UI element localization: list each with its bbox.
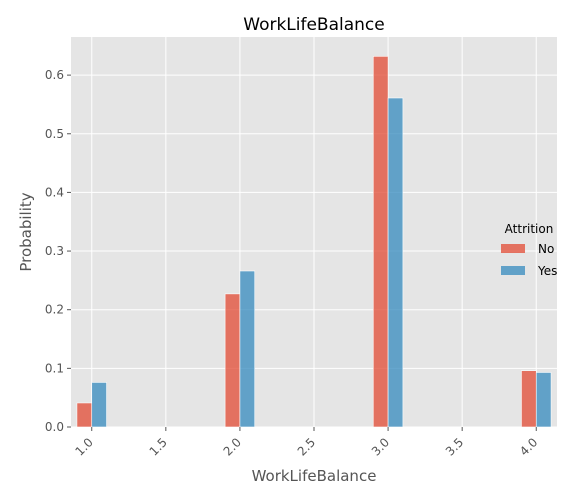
y-tick-label: 0.0 [45, 420, 64, 434]
bar-yes-3 [387, 97, 404, 428]
legend-label-no: No [538, 242, 554, 256]
bar-yes-2 [239, 270, 256, 428]
legend: Attrition No Yes [501, 222, 557, 278]
bar-yes-1 [91, 382, 107, 428]
legend-swatch-yes [501, 266, 525, 275]
y-tick-label: 0.6 [45, 68, 64, 82]
x-axis-label: WorkLifeBalance [252, 467, 377, 485]
y-tick-label: 0.1 [45, 361, 64, 375]
bar-no-4 [521, 370, 537, 428]
y-axis-label: Probability [17, 192, 35, 271]
y-axis-ticks: 0.0 0.1 0.2 0.3 0.4 0.5 0.6 [45, 68, 71, 434]
bars [76, 56, 552, 428]
y-tick-label: 0.2 [45, 303, 64, 317]
legend-title: Attrition [505, 222, 554, 236]
y-tick-label: 0.3 [45, 244, 64, 258]
bar-yes-4 [535, 372, 552, 428]
y-tick-label: 0.5 [45, 127, 64, 141]
chart-title: WorkLifeBalance [243, 15, 385, 35]
bar-no-3 [372, 56, 389, 428]
legend-label-yes: Yes [537, 264, 557, 278]
bar-no-2 [224, 293, 241, 428]
y-tick-label: 0.4 [45, 185, 64, 199]
legend-swatch-no [501, 244, 525, 253]
bar-no-1 [76, 402, 93, 428]
